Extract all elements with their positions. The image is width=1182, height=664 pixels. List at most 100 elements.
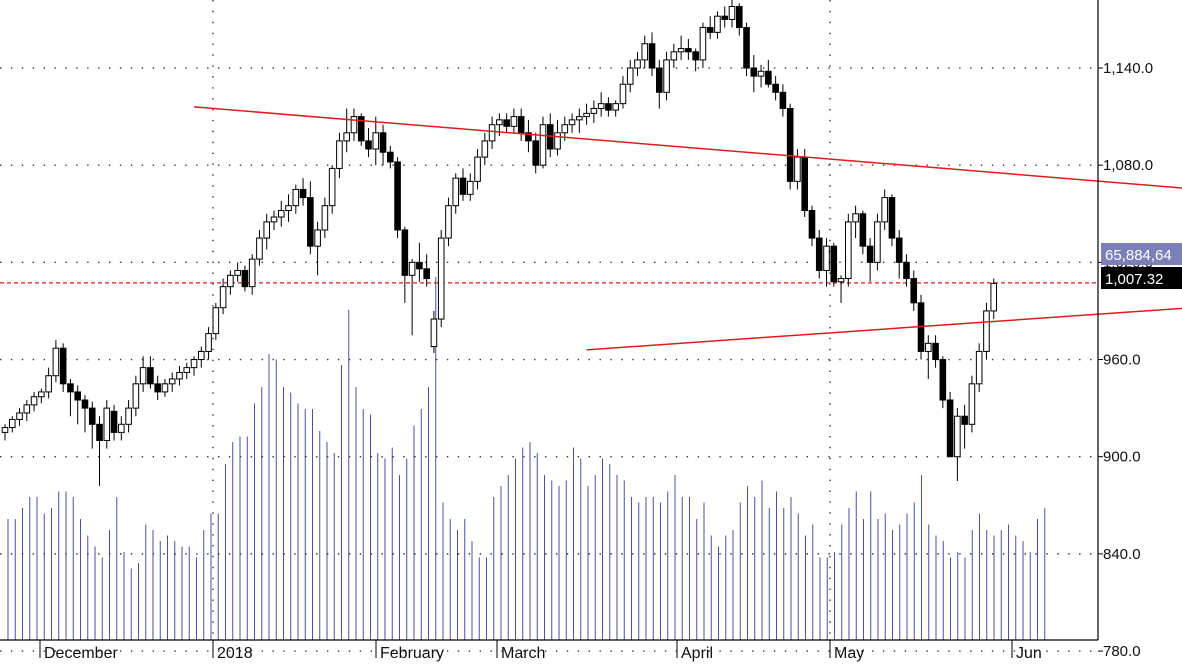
candle-body-up bbox=[634, 59, 641, 69]
candle bbox=[975, 343, 983, 392]
candle bbox=[401, 226, 409, 303]
candle-body-up bbox=[845, 221, 852, 280]
candle bbox=[895, 229, 903, 279]
candle-body-up bbox=[983, 310, 990, 352]
candle-body-up bbox=[103, 407, 111, 442]
candle bbox=[990, 278, 998, 320]
candle bbox=[823, 238, 830, 287]
candle-body-up bbox=[757, 70, 765, 77]
last-price-tag: 1,007.32 bbox=[1101, 267, 1182, 289]
candle-body-up bbox=[227, 274, 234, 288]
candle bbox=[852, 205, 859, 239]
candle-body-up bbox=[481, 140, 489, 158]
y-tick-label: 900.0 bbox=[1103, 449, 1141, 466]
candle-body-up bbox=[619, 83, 627, 105]
candle-body-down bbox=[932, 342, 939, 361]
candle-body-up bbox=[430, 318, 438, 348]
candle-body-down bbox=[765, 70, 772, 85]
candle bbox=[648, 32, 656, 77]
candle-body-down bbox=[910, 278, 918, 304]
candle-body-up bbox=[350, 116, 358, 134]
candle bbox=[474, 148, 481, 190]
candle bbox=[387, 145, 394, 169]
candle bbox=[634, 51, 641, 77]
candle-body-down bbox=[895, 237, 903, 263]
candle bbox=[343, 108, 350, 153]
candle bbox=[692, 48, 699, 72]
candle bbox=[132, 375, 140, 417]
candlesticks bbox=[1, 0, 998, 486]
x-tick-label: December bbox=[44, 645, 118, 662]
candle bbox=[445, 197, 452, 247]
candle-body-down bbox=[706, 27, 714, 33]
candle-body-up bbox=[219, 286, 227, 309]
candle-body-up bbox=[336, 140, 343, 169]
candle bbox=[815, 229, 823, 279]
candle-body-down bbox=[110, 410, 118, 433]
candle-body-up bbox=[197, 350, 205, 361]
candle bbox=[830, 242, 838, 287]
candle bbox=[118, 416, 125, 441]
candle bbox=[801, 148, 809, 218]
candle-body-down bbox=[96, 423, 103, 442]
candle bbox=[539, 116, 547, 169]
candle bbox=[786, 103, 794, 190]
candle-body-up bbox=[1, 427, 9, 433]
candle bbox=[757, 64, 765, 88]
candle-body-down bbox=[721, 15, 729, 20]
y-tick-label: 1,080.0 bbox=[1103, 157, 1153, 174]
candle-body-up bbox=[576, 116, 583, 121]
candle-body-down bbox=[656, 67, 663, 93]
candle bbox=[590, 100, 598, 124]
candle-body-down bbox=[743, 27, 750, 69]
candle bbox=[285, 194, 292, 222]
candle bbox=[554, 119, 561, 156]
candle-body-up bbox=[408, 261, 416, 276]
candle-body-down bbox=[299, 188, 307, 199]
candle bbox=[52, 340, 60, 383]
candle bbox=[292, 184, 300, 214]
x-tick-label: May bbox=[834, 645, 864, 662]
last-price-tag-text: 1,007.32 bbox=[1105, 271, 1163, 288]
candle bbox=[794, 148, 801, 190]
candle bbox=[147, 356, 154, 389]
candle bbox=[714, 11, 721, 39]
candle bbox=[205, 327, 212, 360]
candle bbox=[328, 165, 336, 214]
candle-body-up bbox=[176, 371, 183, 380]
candle-body-down bbox=[859, 213, 867, 247]
candle-body-down bbox=[88, 407, 96, 425]
candle-body-up bbox=[277, 210, 285, 218]
candle-body-up bbox=[714, 15, 721, 33]
candle bbox=[888, 194, 896, 247]
x-tick-label: March bbox=[501, 645, 545, 662]
candle-body-up bbox=[8, 418, 16, 429]
candle-body-up bbox=[445, 205, 452, 239]
candle-body-up bbox=[975, 350, 983, 385]
candle-body-down bbox=[517, 116, 525, 134]
candle-body-up bbox=[248, 258, 256, 288]
axes bbox=[0, 0, 1099, 641]
candle bbox=[16, 408, 23, 426]
candle bbox=[248, 254, 256, 295]
candle-body-up bbox=[118, 423, 125, 433]
candle-body-up bbox=[372, 132, 380, 150]
candle-body-up bbox=[837, 278, 845, 283]
candle-body-up bbox=[45, 375, 52, 393]
candle bbox=[357, 113, 365, 146]
x-tick-label: Jun bbox=[1016, 645, 1042, 662]
candle-body-up bbox=[612, 103, 619, 111]
candle-body-down bbox=[67, 383, 74, 393]
candle-body-down bbox=[692, 51, 699, 61]
candle-body-up bbox=[30, 396, 38, 406]
candle bbox=[728, 0, 736, 28]
candle bbox=[663, 51, 670, 101]
candle-body-down bbox=[416, 261, 423, 270]
candle-body-up bbox=[161, 383, 169, 393]
candle bbox=[1, 424, 9, 441]
candle-body-up bbox=[583, 112, 590, 118]
candle-body-down bbox=[401, 229, 409, 276]
candle-body-up bbox=[285, 205, 292, 212]
candle-body-down bbox=[866, 245, 874, 263]
candle bbox=[30, 391, 38, 412]
